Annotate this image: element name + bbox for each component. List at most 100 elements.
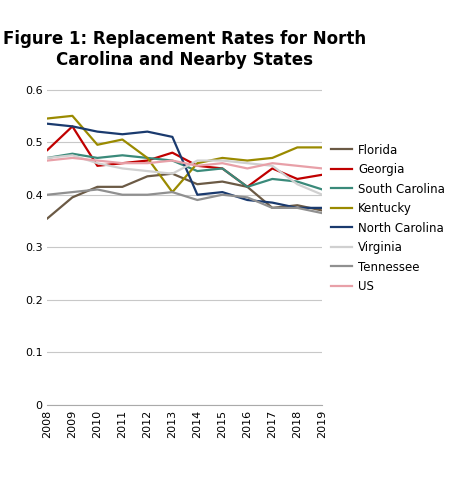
Virginia xyxy=(145,168,150,174)
Legend: Florida, Georgia, South Carolina, Kentucky, North Carolina, Virginia, Tennessee,: Florida, Georgia, South Carolina, Kentuc… xyxy=(331,144,445,293)
Line: Virginia: Virginia xyxy=(47,155,322,195)
US xyxy=(319,165,325,171)
US xyxy=(294,163,300,169)
Tennessee xyxy=(194,197,200,203)
South Carolina xyxy=(145,155,150,161)
Florida xyxy=(45,215,50,221)
Kentucky xyxy=(170,189,175,195)
Florida xyxy=(145,173,150,179)
Georgia xyxy=(270,165,275,171)
North Carolina xyxy=(270,200,275,206)
Tennessee xyxy=(319,210,325,216)
South Carolina xyxy=(245,184,250,190)
Georgia xyxy=(245,184,250,190)
Line: South Carolina: South Carolina xyxy=(47,154,322,190)
Virginia xyxy=(119,165,125,171)
South Carolina xyxy=(94,155,100,161)
Virginia xyxy=(45,155,50,161)
Virginia xyxy=(270,163,275,169)
Georgia xyxy=(119,160,125,166)
South Carolina xyxy=(219,165,225,171)
US xyxy=(70,155,75,161)
Florida xyxy=(119,184,125,190)
Line: Tennessee: Tennessee xyxy=(47,190,322,213)
US xyxy=(270,160,275,166)
Line: North Carolina: North Carolina xyxy=(47,124,322,208)
Florida xyxy=(94,184,100,190)
Tennessee xyxy=(45,192,50,198)
Kentucky xyxy=(245,158,250,164)
South Carolina xyxy=(45,155,50,161)
North Carolina xyxy=(70,124,75,129)
Georgia xyxy=(70,124,75,129)
North Carolina xyxy=(194,192,200,198)
Tennessee xyxy=(245,195,250,201)
Kentucky xyxy=(119,136,125,142)
Line: Georgia: Georgia xyxy=(47,126,322,187)
Tennessee xyxy=(270,205,275,211)
South Carolina xyxy=(170,158,175,164)
Florida xyxy=(70,195,75,201)
Tennessee xyxy=(294,205,300,211)
Tennessee xyxy=(119,192,125,198)
Florida xyxy=(245,184,250,190)
Line: Florida: Florida xyxy=(47,174,322,218)
Kentucky xyxy=(45,116,50,122)
North Carolina xyxy=(219,189,225,195)
Florida xyxy=(270,205,275,211)
US xyxy=(145,160,150,166)
Line: US: US xyxy=(47,158,322,168)
Title: Figure 1: Replacement Rates for North
Carolina and Nearby States: Figure 1: Replacement Rates for North Ca… xyxy=(3,30,366,69)
Virginia xyxy=(245,160,250,166)
North Carolina xyxy=(145,128,150,134)
Georgia xyxy=(294,176,300,182)
South Carolina xyxy=(270,176,275,182)
Kentucky xyxy=(145,155,150,161)
Florida xyxy=(319,207,325,213)
US xyxy=(245,165,250,171)
Kentucky xyxy=(294,144,300,150)
South Carolina xyxy=(319,187,325,193)
US xyxy=(194,163,200,169)
Line: Kentucky: Kentucky xyxy=(47,116,322,192)
Kentucky xyxy=(194,160,200,166)
North Carolina xyxy=(45,121,50,126)
Tennessee xyxy=(145,192,150,198)
Tennessee xyxy=(94,187,100,193)
Virginia xyxy=(94,160,100,166)
South Carolina xyxy=(194,168,200,174)
Georgia xyxy=(145,158,150,164)
Virginia xyxy=(70,152,75,158)
Georgia xyxy=(45,147,50,153)
North Carolina xyxy=(119,131,125,137)
South Carolina xyxy=(70,151,75,157)
Florida xyxy=(294,202,300,208)
US xyxy=(45,158,50,164)
US xyxy=(94,158,100,164)
Georgia xyxy=(170,150,175,156)
Florida xyxy=(170,171,175,177)
Florida xyxy=(194,181,200,187)
Virginia xyxy=(170,171,175,177)
Kentucky xyxy=(70,113,75,119)
North Carolina xyxy=(294,205,300,211)
Virginia xyxy=(219,158,225,164)
US xyxy=(119,160,125,166)
Tennessee xyxy=(170,189,175,195)
Kentucky xyxy=(219,155,225,161)
Kentucky xyxy=(270,155,275,161)
Kentucky xyxy=(319,144,325,150)
Virginia xyxy=(194,158,200,164)
Georgia xyxy=(219,165,225,171)
US xyxy=(219,160,225,166)
South Carolina xyxy=(294,179,300,185)
Tennessee xyxy=(70,189,75,195)
Virginia xyxy=(294,181,300,187)
Florida xyxy=(219,179,225,185)
North Carolina xyxy=(245,197,250,203)
Georgia xyxy=(94,163,100,169)
Virginia xyxy=(319,192,325,198)
North Carolina xyxy=(94,128,100,134)
US xyxy=(170,158,175,164)
North Carolina xyxy=(170,134,175,140)
